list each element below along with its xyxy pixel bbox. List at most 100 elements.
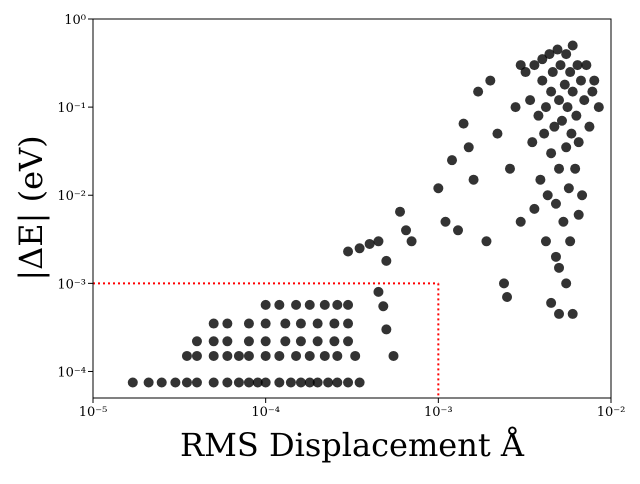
point <box>343 377 354 388</box>
point <box>373 236 384 247</box>
point <box>208 336 219 347</box>
point <box>453 225 464 236</box>
point <box>191 377 202 388</box>
point <box>304 299 315 310</box>
point <box>572 60 583 71</box>
point <box>222 336 233 347</box>
y-tick-label: 10⁻⁴ <box>57 365 86 380</box>
point <box>539 128 550 139</box>
point <box>395 206 406 217</box>
point <box>127 377 138 388</box>
point <box>554 262 565 273</box>
point <box>381 324 392 335</box>
point <box>191 336 202 347</box>
point <box>581 60 592 71</box>
point <box>388 350 399 361</box>
point <box>515 60 526 71</box>
point <box>498 278 509 289</box>
point <box>295 377 306 388</box>
y-tick-label: 10⁻¹ <box>57 101 86 116</box>
point <box>549 121 560 132</box>
point <box>546 297 557 308</box>
point <box>381 255 392 266</box>
point <box>323 377 334 388</box>
point <box>243 377 254 388</box>
point <box>304 377 315 388</box>
point <box>260 350 271 361</box>
point <box>291 299 302 310</box>
point <box>260 318 271 329</box>
point <box>485 75 496 86</box>
point <box>546 86 557 97</box>
point <box>274 350 285 361</box>
point <box>319 299 330 310</box>
point <box>561 278 572 289</box>
point <box>492 128 503 139</box>
point <box>401 225 412 236</box>
point <box>481 236 492 247</box>
point <box>555 60 566 71</box>
point <box>540 102 551 113</box>
point <box>378 301 389 312</box>
point <box>181 377 192 388</box>
point <box>537 54 548 65</box>
point <box>332 299 343 310</box>
point <box>547 67 558 78</box>
point <box>567 308 578 319</box>
point <box>565 236 576 247</box>
point <box>587 86 598 97</box>
point <box>343 299 354 310</box>
point <box>473 86 484 97</box>
point <box>573 209 584 220</box>
plot-frame <box>92 18 612 399</box>
point <box>260 299 271 310</box>
point <box>274 377 285 388</box>
point <box>563 183 574 194</box>
point <box>533 110 544 121</box>
point <box>567 40 578 51</box>
point <box>274 299 285 310</box>
point <box>332 377 343 388</box>
point <box>502 292 513 303</box>
point <box>208 318 219 329</box>
point <box>550 198 561 209</box>
point <box>243 350 254 361</box>
point <box>561 142 572 153</box>
point <box>343 246 354 257</box>
point <box>515 216 526 227</box>
point <box>584 121 595 132</box>
point <box>527 137 538 148</box>
point <box>558 216 569 227</box>
point <box>354 377 365 388</box>
point <box>433 183 444 194</box>
point <box>191 350 202 361</box>
point <box>181 350 192 361</box>
point <box>280 318 291 329</box>
point <box>280 336 291 347</box>
point <box>156 377 167 388</box>
point <box>579 95 590 106</box>
point <box>319 350 330 361</box>
point <box>540 236 551 247</box>
point <box>565 67 576 78</box>
y-tick-label: 10⁰ <box>64 13 86 28</box>
point <box>575 75 586 86</box>
x-tick-label: 10⁻⁵ <box>79 405 108 420</box>
point <box>573 137 584 148</box>
point <box>468 174 479 185</box>
point <box>504 163 515 174</box>
point <box>406 236 417 247</box>
x-tick-label: 10⁻² <box>597 405 626 420</box>
point <box>525 95 536 106</box>
point <box>208 377 219 388</box>
point <box>233 377 244 388</box>
point <box>143 377 154 388</box>
point <box>447 155 458 166</box>
point <box>577 190 588 201</box>
point <box>312 377 323 388</box>
point <box>343 318 354 329</box>
point <box>332 350 343 361</box>
point <box>222 377 233 388</box>
point <box>463 142 474 153</box>
